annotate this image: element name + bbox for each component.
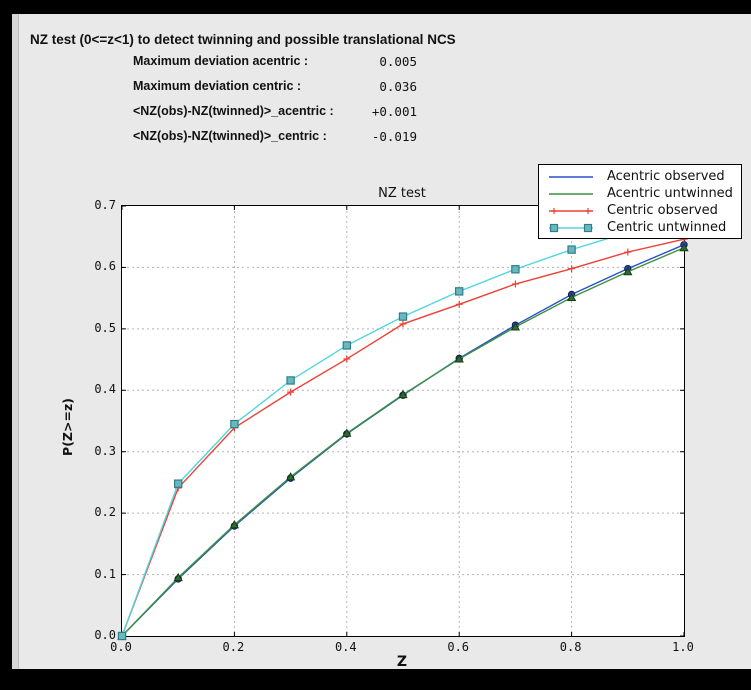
- marker-square: [342, 341, 351, 350]
- marker-triangle: [398, 389, 408, 399]
- y-tick-label: 0.5: [94, 320, 116, 335]
- series-line-acentric-untwinned: [121, 247, 685, 637]
- page-title: NZ test (0<=z<1) to detect twinning and …: [30, 32, 456, 47]
- stat-row-nz-diff-acentric: <NZ(obs)-NZ(twinned)>_acentric : +0.001: [12, 101, 751, 126]
- stat-value: 0.005: [379, 54, 417, 69]
- y-tick-label: 0.2: [94, 505, 116, 520]
- stat-label: <NZ(obs)-NZ(twinned)>_acentric :: [133, 104, 334, 118]
- stat-value: +0.001: [371, 104, 417, 119]
- chart-title: NZ test: [378, 186, 426, 201]
- marker-square: [173, 479, 183, 488]
- nz-test-panel: NZ test (0<=z<1) to detect twinning and …: [12, 14, 751, 670]
- x-tick-label: 0.4: [334, 640, 357, 654]
- series-line-centric-observed: [121, 238, 685, 637]
- marker-triangle: [229, 519, 240, 529]
- marker-triangle: [173, 572, 183, 582]
- x-axis-label: Z: [396, 654, 408, 670]
- stat-row-nz-diff-centric: <NZ(obs)-NZ(twinned)>_centric : -0.019: [12, 126, 751, 151]
- marker-triangle: [566, 292, 577, 302]
- stat-row-max-dev-centric: Maximum deviation centric : 0.036: [12, 76, 751, 101]
- y-tick-label: 0.0: [94, 628, 116, 642]
- legend-sample-triangle-icon: [549, 192, 593, 195]
- marker-square: [511, 265, 520, 274]
- series-line-centric-untwinned: [121, 215, 685, 637]
- legend-sample-plus-icon: [549, 207, 593, 214]
- marker-triangle: [454, 354, 464, 363]
- stat-value: 0.036: [379, 79, 417, 94]
- legend-label: Centric observed: [607, 203, 718, 218]
- panel-left-edge: [12, 14, 19, 669]
- x-tick-label: 0.8: [559, 640, 582, 654]
- x-tick-label: 0.6: [447, 640, 470, 654]
- x-tick-label: 0.0: [110, 640, 132, 654]
- y-tick-label: 0.1: [94, 566, 116, 581]
- plot-canvas: [117, 205, 689, 641]
- y-tick-label: 0.4: [94, 382, 116, 397]
- stat-label: Maximum deviation centric :: [133, 79, 302, 93]
- marker-triangle: [510, 322, 521, 331]
- marker-square: [567, 245, 576, 254]
- stats-block: Maximum deviation acentric : 0.005 Maxim…: [12, 51, 751, 151]
- legend-sample-circle-icon: [549, 175, 593, 178]
- marker-square: [117, 631, 127, 641]
- y-axis-label: P(Z>=z): [60, 398, 75, 456]
- legend-label: Acentric untwinned: [607, 186, 733, 201]
- stat-row-max-dev-acentric: Maximum deviation acentric : 0.005: [12, 51, 751, 76]
- legend-row: Acentric untwinned: [539, 185, 741, 202]
- y-tick-label: 0.6: [94, 259, 116, 274]
- stat-value: -0.019: [371, 129, 417, 144]
- plot-axes: [117, 205, 689, 641]
- legend-label: Acentric observed: [607, 169, 725, 184]
- marker-square: [230, 419, 239, 429]
- stat-label: Maximum deviation acentric :: [133, 54, 309, 68]
- x-tick-label: 0.2: [222, 640, 245, 654]
- marker-triangle: [285, 472, 296, 481]
- marker-triangle: [342, 428, 352, 437]
- stat-label: <NZ(obs)-NZ(twinned)>_centric :: [133, 129, 327, 143]
- legend-sample-square-icon: [549, 223, 593, 232]
- legend-row: Acentric observed: [539, 168, 741, 185]
- series-line-acentric-observed: [121, 244, 685, 637]
- y-tick-label: 0.3: [94, 443, 116, 458]
- legend-row: Centric observed: [539, 202, 741, 219]
- legend-label: Centric untwinned: [607, 220, 727, 235]
- y-tick-label: 0.7: [94, 198, 116, 212]
- legend-row: Centric untwinned: [539, 219, 741, 236]
- marker-square: [398, 312, 408, 321]
- marker-triangle: [679, 242, 689, 252]
- x-tick-label: 1.0: [672, 640, 694, 654]
- chart-legend: Acentric observed Acentric untwinned Centr…: [538, 164, 742, 239]
- marker-square: [286, 376, 295, 385]
- marker-square: [455, 287, 464, 296]
- marker-triangle: [623, 266, 633, 276]
